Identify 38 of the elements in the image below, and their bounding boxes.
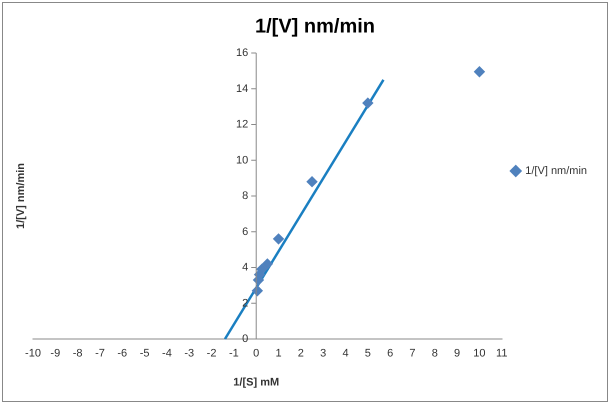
x-tick-label: -8 xyxy=(72,348,83,360)
x-tick-label: 7 xyxy=(409,348,416,360)
y-tick-label: 8 xyxy=(242,190,248,202)
x-tick-label: 6 xyxy=(387,348,394,360)
point xyxy=(362,98,374,109)
x-axis-title: 1/[S] mM xyxy=(233,376,280,389)
x-tick-label: -7 xyxy=(95,348,105,360)
x-tick-label: 0 xyxy=(253,348,260,360)
y-tick-label: 10 xyxy=(236,154,248,166)
x-tick-label: 2 xyxy=(298,348,304,360)
y-tick-label: 4 xyxy=(242,262,248,274)
y-tick-label: 16 xyxy=(236,47,248,60)
point xyxy=(474,66,485,78)
x-tick-label: 3 xyxy=(320,348,326,360)
x-tick-label: 5 xyxy=(364,348,371,360)
x-tick-label: -5 xyxy=(140,348,150,360)
point xyxy=(273,233,284,244)
legend-label: 1/[V] nm/min xyxy=(525,165,588,178)
y-tick-label: 6 xyxy=(242,226,248,238)
x-tick-label: -3 xyxy=(184,348,194,360)
x-tick-label: -2 xyxy=(206,348,216,360)
x-tick-label: 11 xyxy=(496,348,508,360)
x-tick-label: 4 xyxy=(342,348,349,360)
x-tick-label: -6 xyxy=(117,348,128,360)
x-tick-label: 10 xyxy=(473,348,486,360)
x-tick-label: 1 xyxy=(275,348,282,360)
y-tick-label: 14 xyxy=(236,82,248,95)
x-tick-label: 9 xyxy=(454,348,460,360)
point xyxy=(306,176,318,188)
point xyxy=(262,258,273,270)
x-tick-label: -4 xyxy=(162,348,172,360)
chart-title: 1/[V] nm/min xyxy=(254,16,376,38)
x-tick-label: -9 xyxy=(50,348,60,360)
x-tick-label: -10 xyxy=(25,348,41,360)
y-tick-label: 12 xyxy=(236,118,248,131)
y-axis-title: 1/[V] nm/min xyxy=(15,162,28,230)
x-tick-label: -1 xyxy=(229,348,239,360)
x-tick-label: 8 xyxy=(432,348,438,360)
